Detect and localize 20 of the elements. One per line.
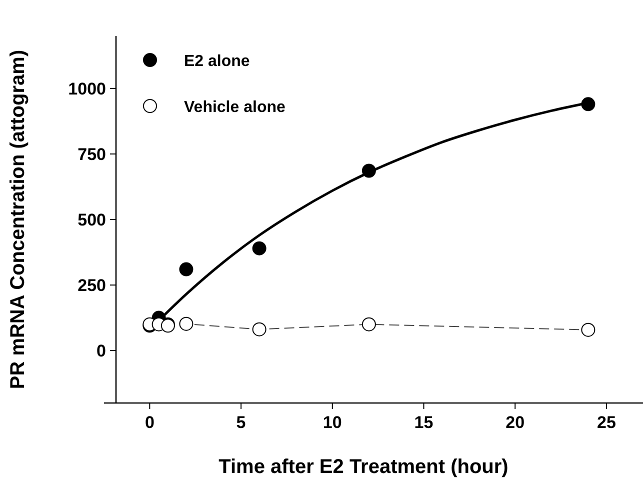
y-tick-label: 0 [96, 342, 106, 361]
point [179, 262, 194, 276]
y-tick-label: 750 [78, 144, 106, 164]
legend-label: Vehicle alone [184, 99, 286, 116]
y-tick-label: 250 [78, 276, 106, 296]
point [362, 164, 376, 178]
x-tick-label: 15 [414, 413, 434, 432]
x-tick-label: 10 [322, 413, 342, 432]
point [252, 241, 266, 256]
y-tick-label: 1000 [68, 79, 106, 98]
x-axis-title: Time after E2 Treatment (hour) [218, 456, 508, 478]
x-tick-label: 5 [236, 413, 246, 432]
x-tick-label: 25 [596, 413, 616, 432]
x-tick-label: 20 [506, 413, 525, 432]
x-tick-label: 0 [144, 413, 154, 432]
point [252, 322, 266, 336]
y-tick-label: 500 [78, 210, 106, 230]
y-axis-title: PR mRNA Concentration (attogram) [7, 50, 29, 390]
legend-label: E2 alone [184, 53, 250, 70]
point [581, 97, 596, 112]
